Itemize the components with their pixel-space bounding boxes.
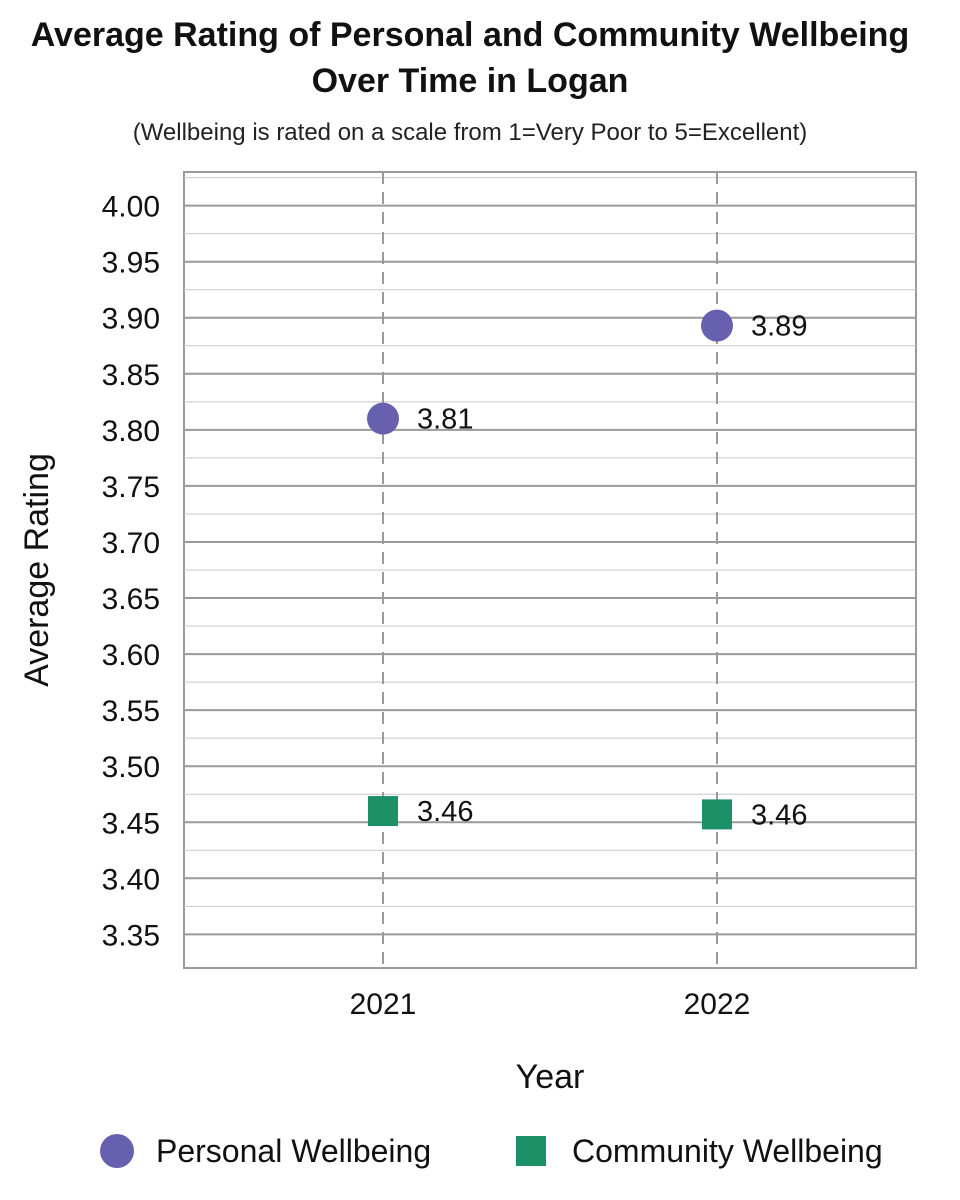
y-tick-label: 3.55 bbox=[102, 695, 160, 728]
legend-marker-community bbox=[516, 1136, 546, 1166]
point-personal-wellbeing bbox=[367, 402, 399, 435]
legend-label-personal: Personal Wellbeing bbox=[156, 1133, 432, 1169]
y-tick-label: 3.90 bbox=[102, 303, 160, 336]
y-tick-label: 3.50 bbox=[102, 751, 160, 784]
y-tick-label: 4.00 bbox=[102, 191, 160, 224]
y-axis-label: Average Rating bbox=[18, 453, 56, 687]
y-tick-label: 3.70 bbox=[102, 527, 160, 560]
y-tick-label: 3.40 bbox=[102, 863, 160, 896]
data-label-community: 3.46 bbox=[417, 796, 473, 828]
legend-marker-personal bbox=[100, 1134, 134, 1168]
y-tick-label: 3.35 bbox=[102, 919, 160, 952]
legend-item-community: Community Wellbeing bbox=[516, 1126, 883, 1176]
x-tick-label: 2022 bbox=[684, 988, 751, 1021]
point-community-wellbeing bbox=[368, 796, 398, 827]
x-axis-label: Year bbox=[516, 1058, 585, 1096]
y-tick-label: 3.65 bbox=[102, 583, 160, 616]
y-tick-label: 3.45 bbox=[102, 807, 160, 840]
chart-title-line-2: Over Time in Logan bbox=[311, 62, 629, 100]
legend-label-community: Community Wellbeing bbox=[572, 1133, 883, 1169]
chart-plot: 4.00 3.95 3.90 3.85 3.80 3.75 3.70 3.65 3.60 3.55… bbox=[18, 171, 917, 1096]
y-tick-label: 3.85 bbox=[102, 359, 160, 392]
y-tick-label: 3.80 bbox=[102, 415, 160, 448]
chart-subtitle: (Wellbeing is rated on a scale from 1=Ve… bbox=[132, 119, 808, 146]
y-tick-label: 3.95 bbox=[102, 247, 160, 280]
data-label-personal: 3.81 bbox=[417, 404, 473, 436]
y-tick-label: 3.75 bbox=[102, 471, 160, 504]
chart-title-line-1: Average Rating of Personal and Community… bbox=[30, 16, 910, 54]
data-label-community: 3.46 bbox=[751, 799, 807, 831]
point-community-wellbeing bbox=[702, 799, 732, 830]
point-personal-wellbeing bbox=[701, 309, 733, 342]
chart-legend: Personal Wellbeing Community Wellbeing bbox=[0, 1126, 960, 1176]
x-tick-label: 2021 bbox=[350, 988, 417, 1021]
data-label-personal: 3.89 bbox=[751, 311, 807, 343]
legend-item-personal: Personal Wellbeing bbox=[100, 1126, 431, 1176]
y-tick-label: 3.60 bbox=[102, 639, 160, 672]
